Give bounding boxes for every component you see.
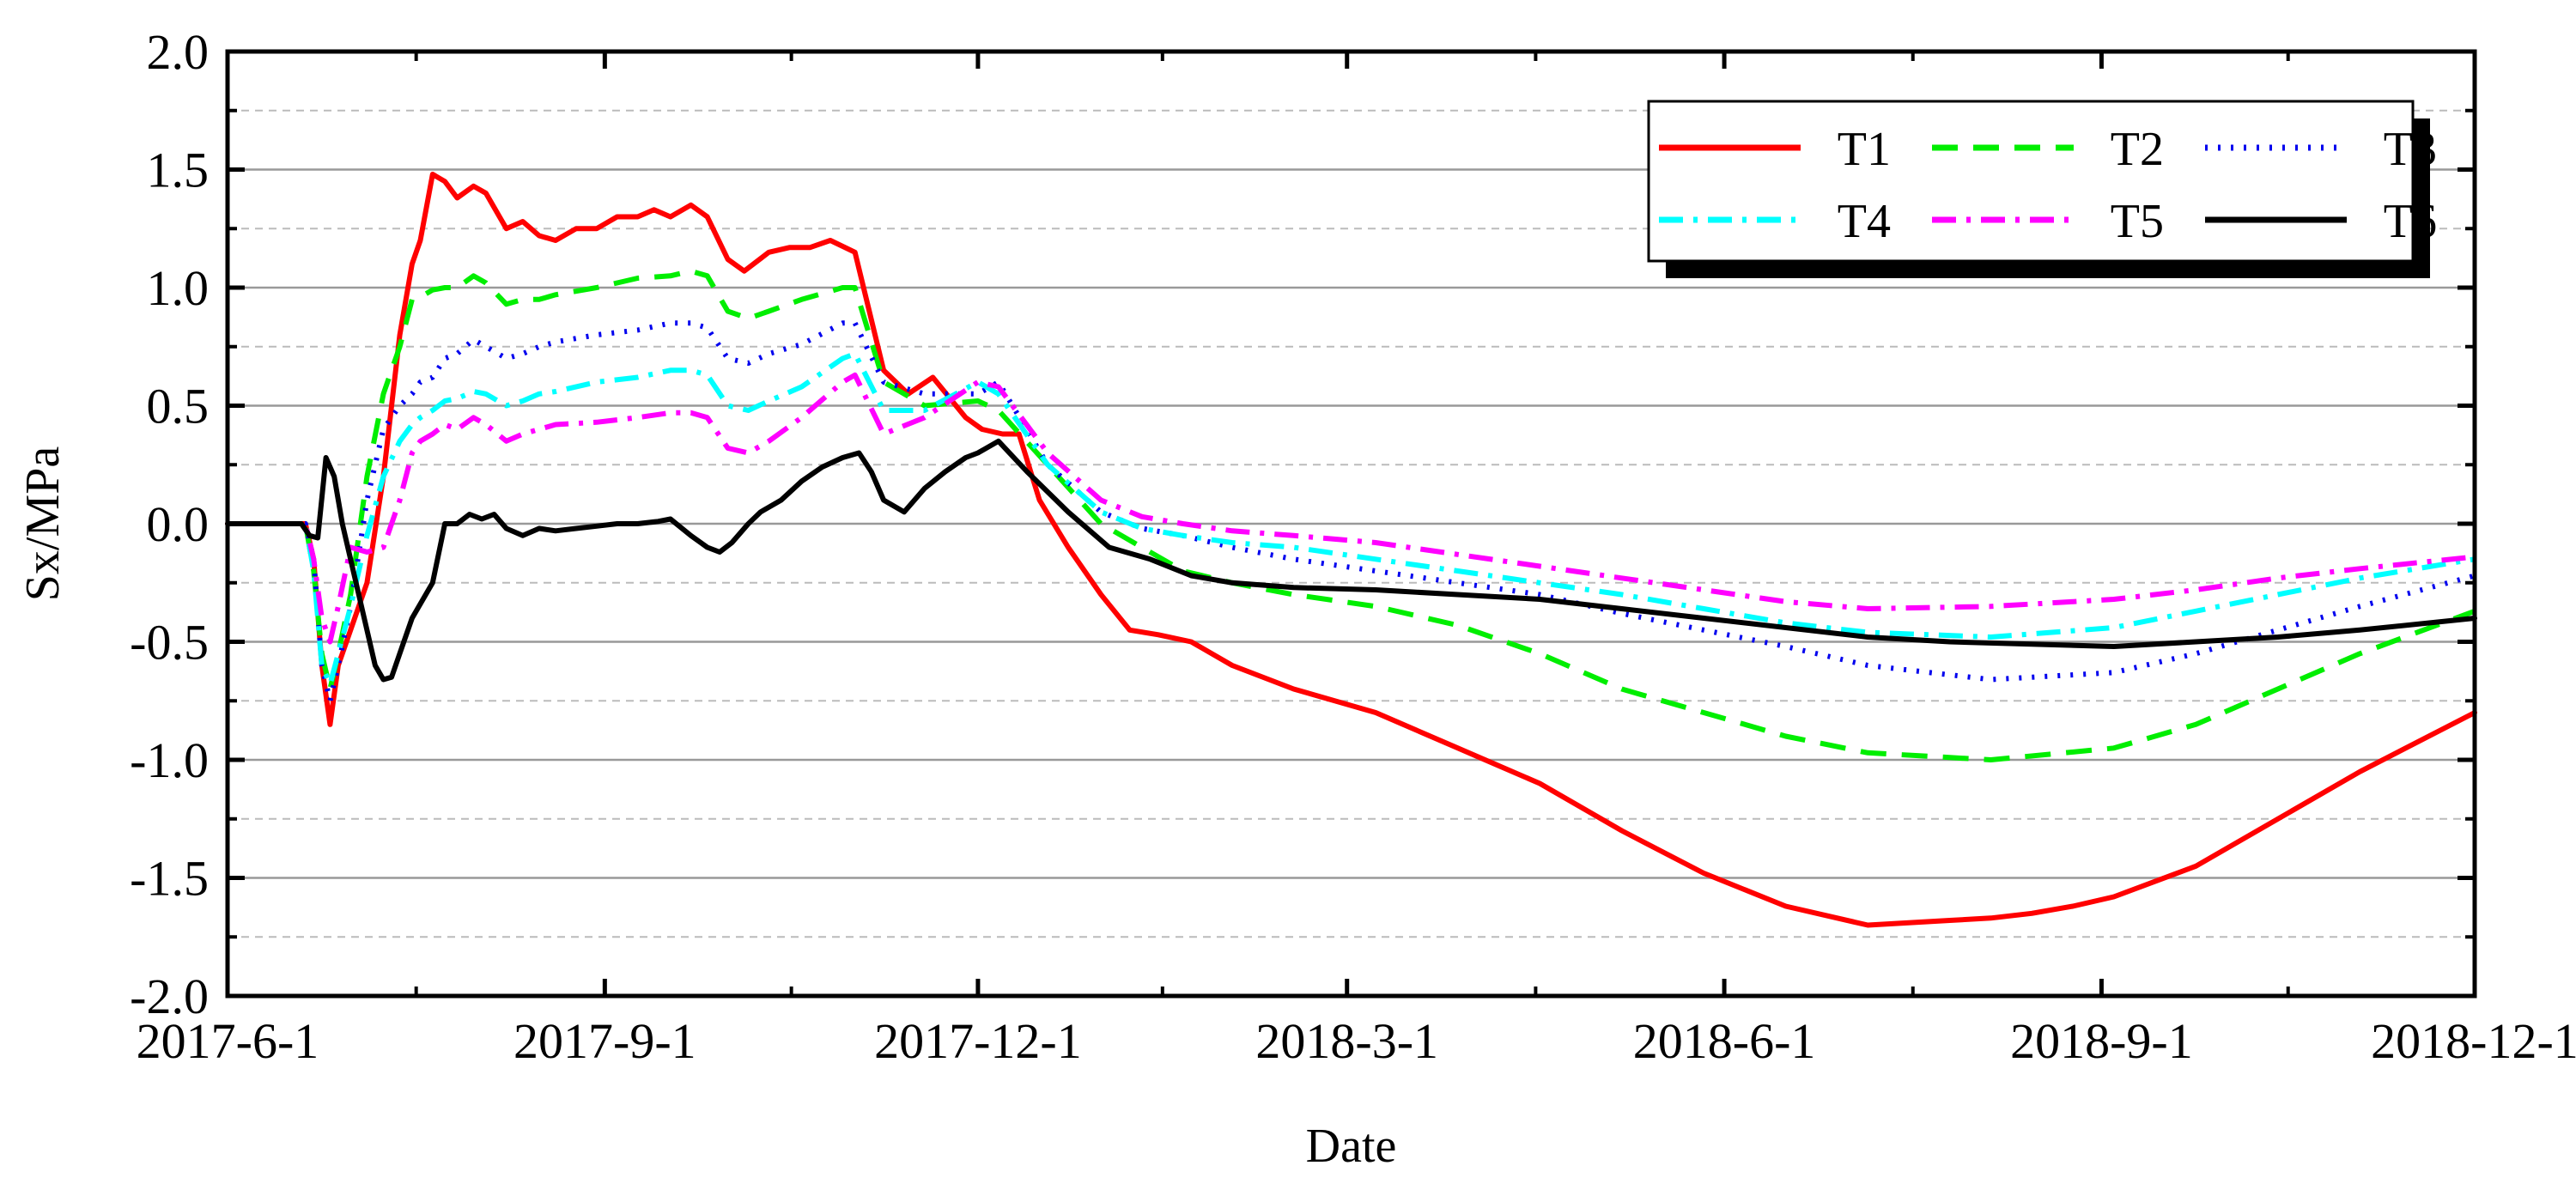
x-tick-label: 2017-9-1 <box>513 1013 696 1069</box>
x-tick-label: 2018-6-1 <box>1633 1013 1816 1069</box>
y-tick-label: 1.0 <box>147 260 210 316</box>
y-tick-label: -1.0 <box>130 732 209 788</box>
legend-box <box>1647 100 2415 263</box>
series-line-t4 <box>228 351 2476 687</box>
x-tick-label: 2018-12-1 <box>2371 1013 2576 1069</box>
legend-label: T3 <box>2384 123 2437 176</box>
legend-label: T4 <box>1838 195 1891 248</box>
y-tick-label: -2.0 <box>130 968 209 1024</box>
series-line-t1 <box>225 172 2477 928</box>
y-tick-label: 2.0 <box>147 24 210 80</box>
plot-series <box>225 172 2477 928</box>
series-line-t6 <box>225 438 2477 683</box>
legend-label: T6 <box>2384 195 2437 248</box>
x-tick-label: 2018-3-1 <box>1255 1013 1438 1069</box>
y-tick-label: -0.5 <box>130 615 209 671</box>
y-tick-label: -1.5 <box>130 851 209 907</box>
legend-label: T2 <box>2111 123 2164 176</box>
x-tick-label: 2017-6-1 <box>137 1013 319 1069</box>
legend: T1 T2 T3 T4 T5 T6 <box>1647 100 2437 278</box>
x-tick-label: 2017-12-1 <box>874 1013 1082 1069</box>
series-line-t3 <box>228 320 2476 704</box>
y-axis-label: Sx/MPa <box>16 446 70 602</box>
grid <box>228 109 2475 938</box>
y-tick-label: 0.0 <box>147 496 210 552</box>
y-tick-label: 1.5 <box>147 143 210 198</box>
legend-label: T1 <box>1838 123 1891 176</box>
y-tick-label: 0.5 <box>147 379 210 434</box>
legend-label: T5 <box>2111 195 2164 248</box>
series-line-t2 <box>228 268 2476 762</box>
x-axis-label: Date <box>1306 1120 1397 1173</box>
x-tick-label: 2018-9-1 <box>2010 1013 2193 1069</box>
series-line-t5 <box>228 372 2476 645</box>
